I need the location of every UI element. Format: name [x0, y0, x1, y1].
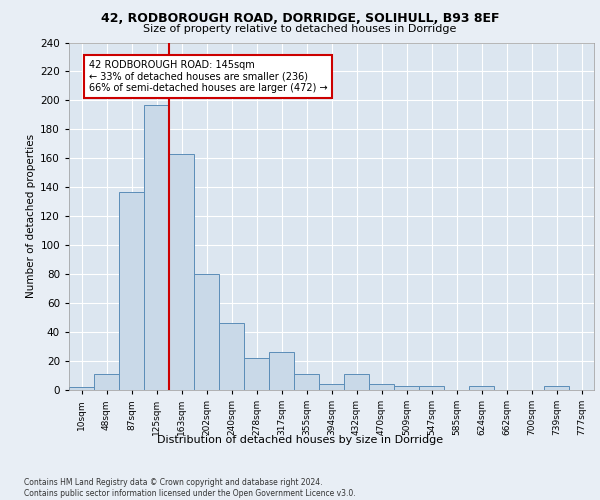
Bar — [469, 386, 494, 390]
Bar — [144, 105, 169, 390]
Bar — [394, 386, 419, 390]
Text: Distribution of detached houses by size in Dorridge: Distribution of detached houses by size … — [157, 435, 443, 445]
Bar — [94, 374, 119, 390]
Bar — [344, 374, 369, 390]
Y-axis label: Number of detached properties: Number of detached properties — [26, 134, 36, 298]
Text: Size of property relative to detached houses in Dorridge: Size of property relative to detached ho… — [143, 24, 457, 34]
Bar — [194, 274, 219, 390]
Bar — [319, 384, 344, 390]
Text: 42 RODBOROUGH ROAD: 145sqm
← 33% of detached houses are smaller (236)
66% of sem: 42 RODBOROUGH ROAD: 145sqm ← 33% of deta… — [89, 60, 328, 93]
Bar — [169, 154, 194, 390]
Bar — [294, 374, 319, 390]
Text: Contains HM Land Registry data © Crown copyright and database right 2024.
Contai: Contains HM Land Registry data © Crown c… — [24, 478, 356, 498]
Bar — [419, 386, 444, 390]
Text: 42, RODBOROUGH ROAD, DORRIDGE, SOLIHULL, B93 8EF: 42, RODBOROUGH ROAD, DORRIDGE, SOLIHULL,… — [101, 12, 499, 26]
Bar — [219, 324, 244, 390]
Bar — [69, 387, 94, 390]
Bar — [369, 384, 394, 390]
Bar — [269, 352, 294, 390]
Bar — [119, 192, 144, 390]
Bar — [544, 386, 569, 390]
Bar — [244, 358, 269, 390]
